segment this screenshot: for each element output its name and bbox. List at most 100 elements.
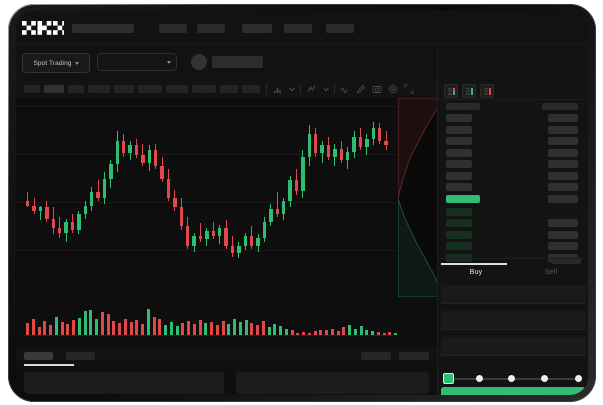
candle-body (314, 134, 318, 154)
interval-chip-8[interactable] (192, 85, 216, 93)
orderbook-layout-bids-icon[interactable] (462, 84, 476, 98)
orderbook-ask-row[interactable] (446, 125, 472, 134)
volume-bar (238, 322, 242, 335)
nav-item-2[interactable] (197, 24, 225, 33)
tab-order-history[interactable] (66, 352, 95, 360)
interval-chip-4[interactable] (88, 85, 110, 93)
volume-bar (348, 325, 352, 335)
orderbook-ask-amount[interactable] (548, 125, 578, 134)
candlestick-chart[interactable] (16, 98, 437, 297)
order-amount-slider-handle[interactable] (443, 373, 454, 384)
orderbook-bid-row[interactable] (446, 253, 472, 262)
volume-bar (192, 324, 196, 335)
volume-bar (89, 310, 93, 335)
interval-chip-2[interactable] (44, 85, 64, 93)
candle-body (102, 178, 107, 198)
volume-bar (54, 316, 58, 335)
market-sub-header: Spot Trading (16, 44, 588, 93)
okx-logo[interactable] (22, 21, 64, 35)
buy-submit-button[interactable] (441, 387, 586, 395)
pencil-icon[interactable] (356, 84, 366, 94)
market-type-button[interactable]: Spot Trading (22, 53, 90, 73)
tab-buy[interactable]: Buy (441, 269, 511, 276)
tab-buy-label: Buy (469, 269, 483, 276)
candle-body (192, 236, 196, 246)
order-amount-field[interactable] (441, 311, 586, 330)
chevron-down-icon[interactable] (322, 84, 330, 94)
orderbook-bid-amount[interactable] (548, 230, 578, 239)
tab-open-orders[interactable] (24, 352, 53, 360)
orderbook-col-header-amount[interactable] (542, 103, 578, 110)
orderbook-bid-amount[interactable] (548, 219, 578, 227)
interval-chip-7[interactable] (166, 85, 188, 93)
orderbook-bid-row[interactable] (446, 219, 472, 227)
interval-chip-5[interactable] (114, 85, 134, 93)
action-hide-other-pairs[interactable] (361, 352, 391, 360)
orderbook-col-header-price[interactable] (446, 103, 480, 110)
nav-item-3[interactable] (242, 24, 272, 33)
slider-stop-50[interactable] (508, 375, 515, 382)
order-total-field[interactable] (441, 337, 586, 356)
slider-stop-25[interactable] (476, 375, 483, 382)
orderbook-ask-amount[interactable] (548, 160, 578, 168)
interval-chip-6[interactable] (138, 85, 162, 93)
fullscreen-icon[interactable] (404, 84, 414, 94)
orderbook-ask-row[interactable] (446, 183, 472, 191)
nav-item-5[interactable] (326, 24, 354, 33)
candle-wick (59, 216, 61, 238)
interval-chip-3[interactable] (68, 85, 84, 93)
slider-stop-100[interactable] (575, 375, 582, 382)
volume-bar (302, 332, 306, 335)
bottom-panel-left[interactable] (24, 372, 224, 394)
volume-bar (118, 323, 122, 335)
indicators-icon[interactable] (273, 84, 283, 94)
orderbook-ask-row[interactable] (446, 148, 472, 157)
interval-chip-1[interactable] (24, 85, 40, 93)
nav-item-1[interactable] (159, 24, 187, 33)
nav-search[interactable] (72, 24, 134, 33)
orderbook-ask-row[interactable] (446, 160, 472, 168)
interval-chip-10[interactable] (242, 85, 260, 93)
orderbook-ask-row[interactable] (446, 137, 472, 145)
tab-sell[interactable]: Sell (516, 269, 586, 276)
volume-bar (215, 325, 219, 335)
orderbook-bid-row[interactable] (446, 230, 472, 239)
app-header (16, 11, 588, 44)
candle-body (352, 137, 356, 152)
camera-icon[interactable] (372, 84, 382, 94)
chevron-down-icon[interactable] (288, 84, 296, 94)
bottom-panel-right[interactable] (236, 372, 429, 394)
pair-select[interactable] (97, 53, 177, 71)
compare-icon[interactable] (307, 84, 317, 94)
candle-body (333, 148, 337, 157)
candle-body (77, 213, 81, 230)
settings-icon[interactable] (388, 84, 398, 94)
orderbook-ask-row[interactable] (446, 114, 472, 122)
orderbook-layout-both-icon[interactable] (444, 84, 458, 98)
action-cancel-all[interactable] (399, 352, 429, 360)
orderbook-ask-amount[interactable] (548, 183, 578, 191)
orderbook-layout-asks-icon[interactable] (480, 84, 494, 98)
candle-body (134, 145, 139, 155)
orderbook-ask-amount[interactable] (548, 171, 578, 180)
candle-body (147, 150, 151, 163)
orderbook-bid-row[interactable] (446, 207, 472, 216)
orderbook-current-amount[interactable] (548, 194, 578, 203)
candle-body (237, 245, 241, 254)
orderbook-ask-amount[interactable] (548, 137, 578, 145)
interval-chip-9[interactable] (220, 85, 238, 93)
line-tool-icon[interactable] (340, 84, 350, 94)
orderbook-bid-row[interactable] (446, 242, 472, 250)
orderbook-current-price-row[interactable] (446, 194, 480, 203)
orderbook-bid-amount[interactable] (548, 242, 578, 250)
candle-body (288, 180, 292, 202)
volume-bar (83, 311, 87, 335)
nav-item-4[interactable] (284, 24, 312, 33)
order-price-field[interactable] (441, 285, 586, 304)
pair-name (212, 56, 263, 68)
slider-stop-75[interactable] (541, 375, 548, 382)
orderbook-ask-amount[interactable] (548, 148, 578, 157)
orderbook-ask-row[interactable] (446, 171, 472, 180)
orderbook-ask-amount[interactable] (548, 114, 578, 122)
volume-bar (371, 330, 375, 335)
